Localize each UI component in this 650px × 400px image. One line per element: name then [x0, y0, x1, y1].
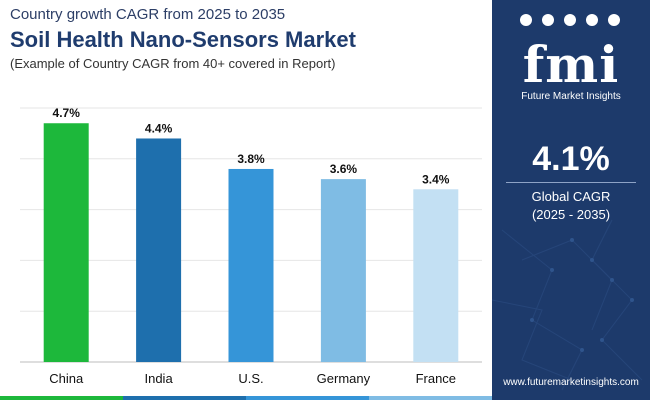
- cagr-label-line1: Global CAGR: [531, 189, 611, 204]
- chart-header: Country growth CAGR from 2025 to 2035 So…: [10, 6, 480, 72]
- website-link[interactable]: www.futuremarketinsights.com: [503, 377, 639, 388]
- chart-top-line: Country growth CAGR from 2025 to 2035: [10, 6, 286, 23]
- bar-india: [136, 138, 182, 362]
- x-tick-label: Germany: [317, 371, 371, 386]
- x-tick-label: France: [416, 371, 456, 386]
- footer-strip-segment: [123, 396, 246, 400]
- bar-germany: [320, 179, 366, 362]
- x-tick-label: India: [144, 371, 173, 386]
- logo-icons: [520, 14, 620, 26]
- footer-color-strip: [0, 396, 492, 400]
- data-label: 3.6%: [330, 162, 358, 176]
- fmi-logo: fmi Future Market Insights: [492, 8, 650, 102]
- footer-strip-segment: [369, 396, 492, 400]
- bar-us: [228, 168, 274, 362]
- global-cagr-label: Global CAGR (2025 - 2035): [492, 188, 650, 224]
- cagr-divider: [506, 182, 636, 183]
- bar-france: [413, 189, 459, 362]
- x-tick-label: China: [49, 371, 84, 386]
- chart-note: (Example of Country CAGR from 40+ covere…: [10, 56, 336, 71]
- data-label: 3.8%: [237, 152, 265, 166]
- x-tick-label: U.S.: [238, 371, 263, 386]
- sidebar-pattern: [492, 219, 643, 391]
- data-label: 4.7%: [53, 106, 81, 120]
- global-cagr-value: 4.1%: [532, 140, 610, 178]
- chart-title: Soil Health Nano-Sensors Market: [10, 27, 356, 52]
- footer-strip-segment: [0, 396, 123, 400]
- logo-subtitle: Future Market Insights: [521, 91, 621, 102]
- data-label: 4.4%: [145, 121, 173, 135]
- logo-text: fmi: [522, 35, 620, 94]
- cagr-label-line2: (2025 - 2035): [531, 207, 611, 222]
- sidebar-panel: fmi Future Market Insights 4.1% Global C…: [492, 0, 650, 400]
- bar-china: [43, 123, 89, 363]
- bar-chart: 4.7% China 4.4% India 3.8% U.S. 3.6% Germany 3.4…: [20, 106, 482, 386]
- footer-strip-segment: [246, 396, 369, 400]
- data-label: 3.4%: [422, 172, 450, 186]
